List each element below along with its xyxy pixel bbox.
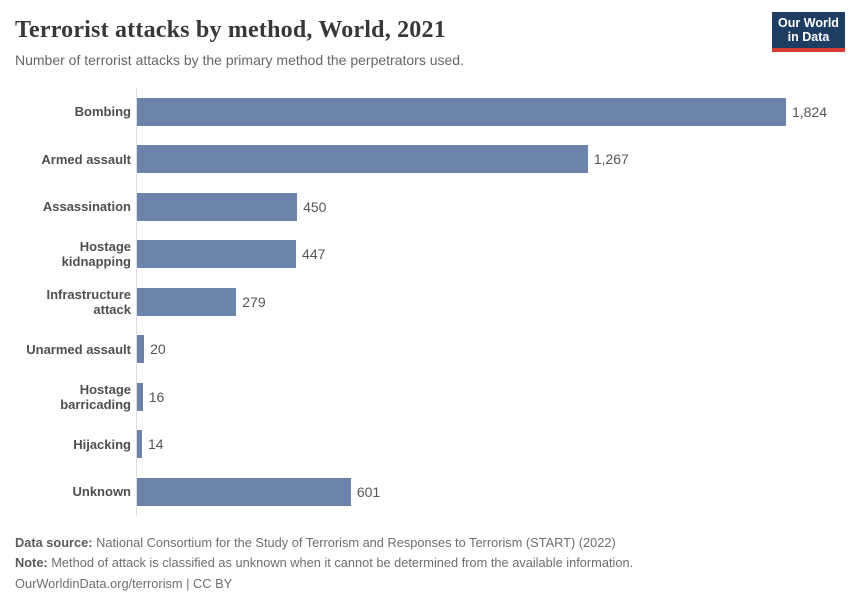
bar[interactable]: [137, 97, 786, 126]
bar-track: 450: [136, 183, 835, 231]
bar-track: 1,267: [136, 135, 835, 183]
bar-track: 16: [136, 373, 835, 421]
category-label: Unarmed assault: [26, 341, 131, 357]
note-label: Note:: [15, 555, 48, 570]
category-label: Assassination: [42, 199, 131, 215]
bar-row: Hijacking 14: [15, 420, 835, 468]
category-label: Unknown: [72, 484, 132, 500]
value-label: 1,824: [792, 103, 828, 120]
category-label: Bombing: [74, 104, 131, 120]
data-source-line: Data source: National Consortium for the…: [15, 533, 835, 554]
owid-logo-line2: in Data: [787, 30, 830, 44]
bar[interactable]: [137, 287, 237, 316]
chart-subtitle: Number of terrorist attacks by the prima…: [15, 52, 464, 68]
bar-track: 447: [136, 230, 835, 278]
bar-row: Assassination 450: [15, 183, 835, 231]
value-label: 20: [150, 341, 166, 358]
category-label: Hijacking: [73, 436, 131, 452]
category-label: Hostage kidnapping: [61, 239, 131, 270]
value-label: 450: [303, 198, 327, 215]
value-label: 1,267: [593, 151, 629, 168]
bar-track: 601: [136, 468, 835, 516]
citation-line: OurWorldinData.org/terrorism | CC BY: [15, 574, 835, 595]
value-label: 601: [356, 483, 381, 500]
chart-header: Terrorist attacks by method, World, 2021…: [15, 12, 845, 69]
category-label: Infrastructure attack: [46, 286, 131, 317]
bar-track: 14: [136, 420, 835, 468]
note-line: Note: Method of attack is classified as …: [15, 553, 835, 574]
bar-track: 20: [136, 325, 835, 373]
bar-row: Infrastructure attack 279: [15, 278, 835, 326]
bar-track: 1,824: [136, 88, 835, 136]
bar[interactable]: [137, 477, 351, 506]
value-label: 14: [147, 436, 164, 453]
citation-link[interactable]: OurWorldinData.org/terrorism | CC BY: [15, 575, 233, 591]
bar[interactable]: [137, 145, 588, 174]
data-source-label: Data source:: [15, 534, 93, 550]
bar[interactable]: [137, 430, 142, 459]
owid-logo[interactable]: Our World in Data: [772, 12, 845, 52]
value-label: 16: [148, 388, 165, 405]
bar[interactable]: [137, 240, 297, 269]
category-label: Hostage barricading: [60, 381, 131, 412]
bar[interactable]: [137, 335, 145, 364]
bar-row: Hostage barricading 16: [15, 373, 835, 421]
bar-row: Armed assault 1,267: [15, 135, 835, 183]
chart-footer: Data source: National Consortium for the…: [15, 533, 835, 595]
chart-title: Terrorist attacks by method, World, 2021: [15, 17, 446, 43]
bar-track: 279: [136, 278, 835, 326]
bar-row: Unarmed assault 20: [15, 325, 835, 373]
bar-row: Unknown 601: [15, 468, 835, 516]
value-label: 447: [302, 246, 326, 263]
bar[interactable]: [137, 192, 298, 221]
note-text: Method of attack is classified as unknow…: [51, 555, 634, 570]
bar-chart: Bombing 1,824 Armed assault 1,267 Assass…: [15, 88, 835, 516]
bar-row: Hostage kidnapping 447: [15, 230, 835, 278]
value-label: 279: [242, 293, 266, 310]
bar-row: Bombing 1,824: [15, 88, 835, 136]
owid-logo-line1: Our World: [778, 16, 839, 30]
category-label: Armed assault: [41, 151, 131, 167]
bar[interactable]: [137, 382, 143, 411]
data-source-text: National Consortium for the Study of Ter…: [96, 534, 616, 550]
